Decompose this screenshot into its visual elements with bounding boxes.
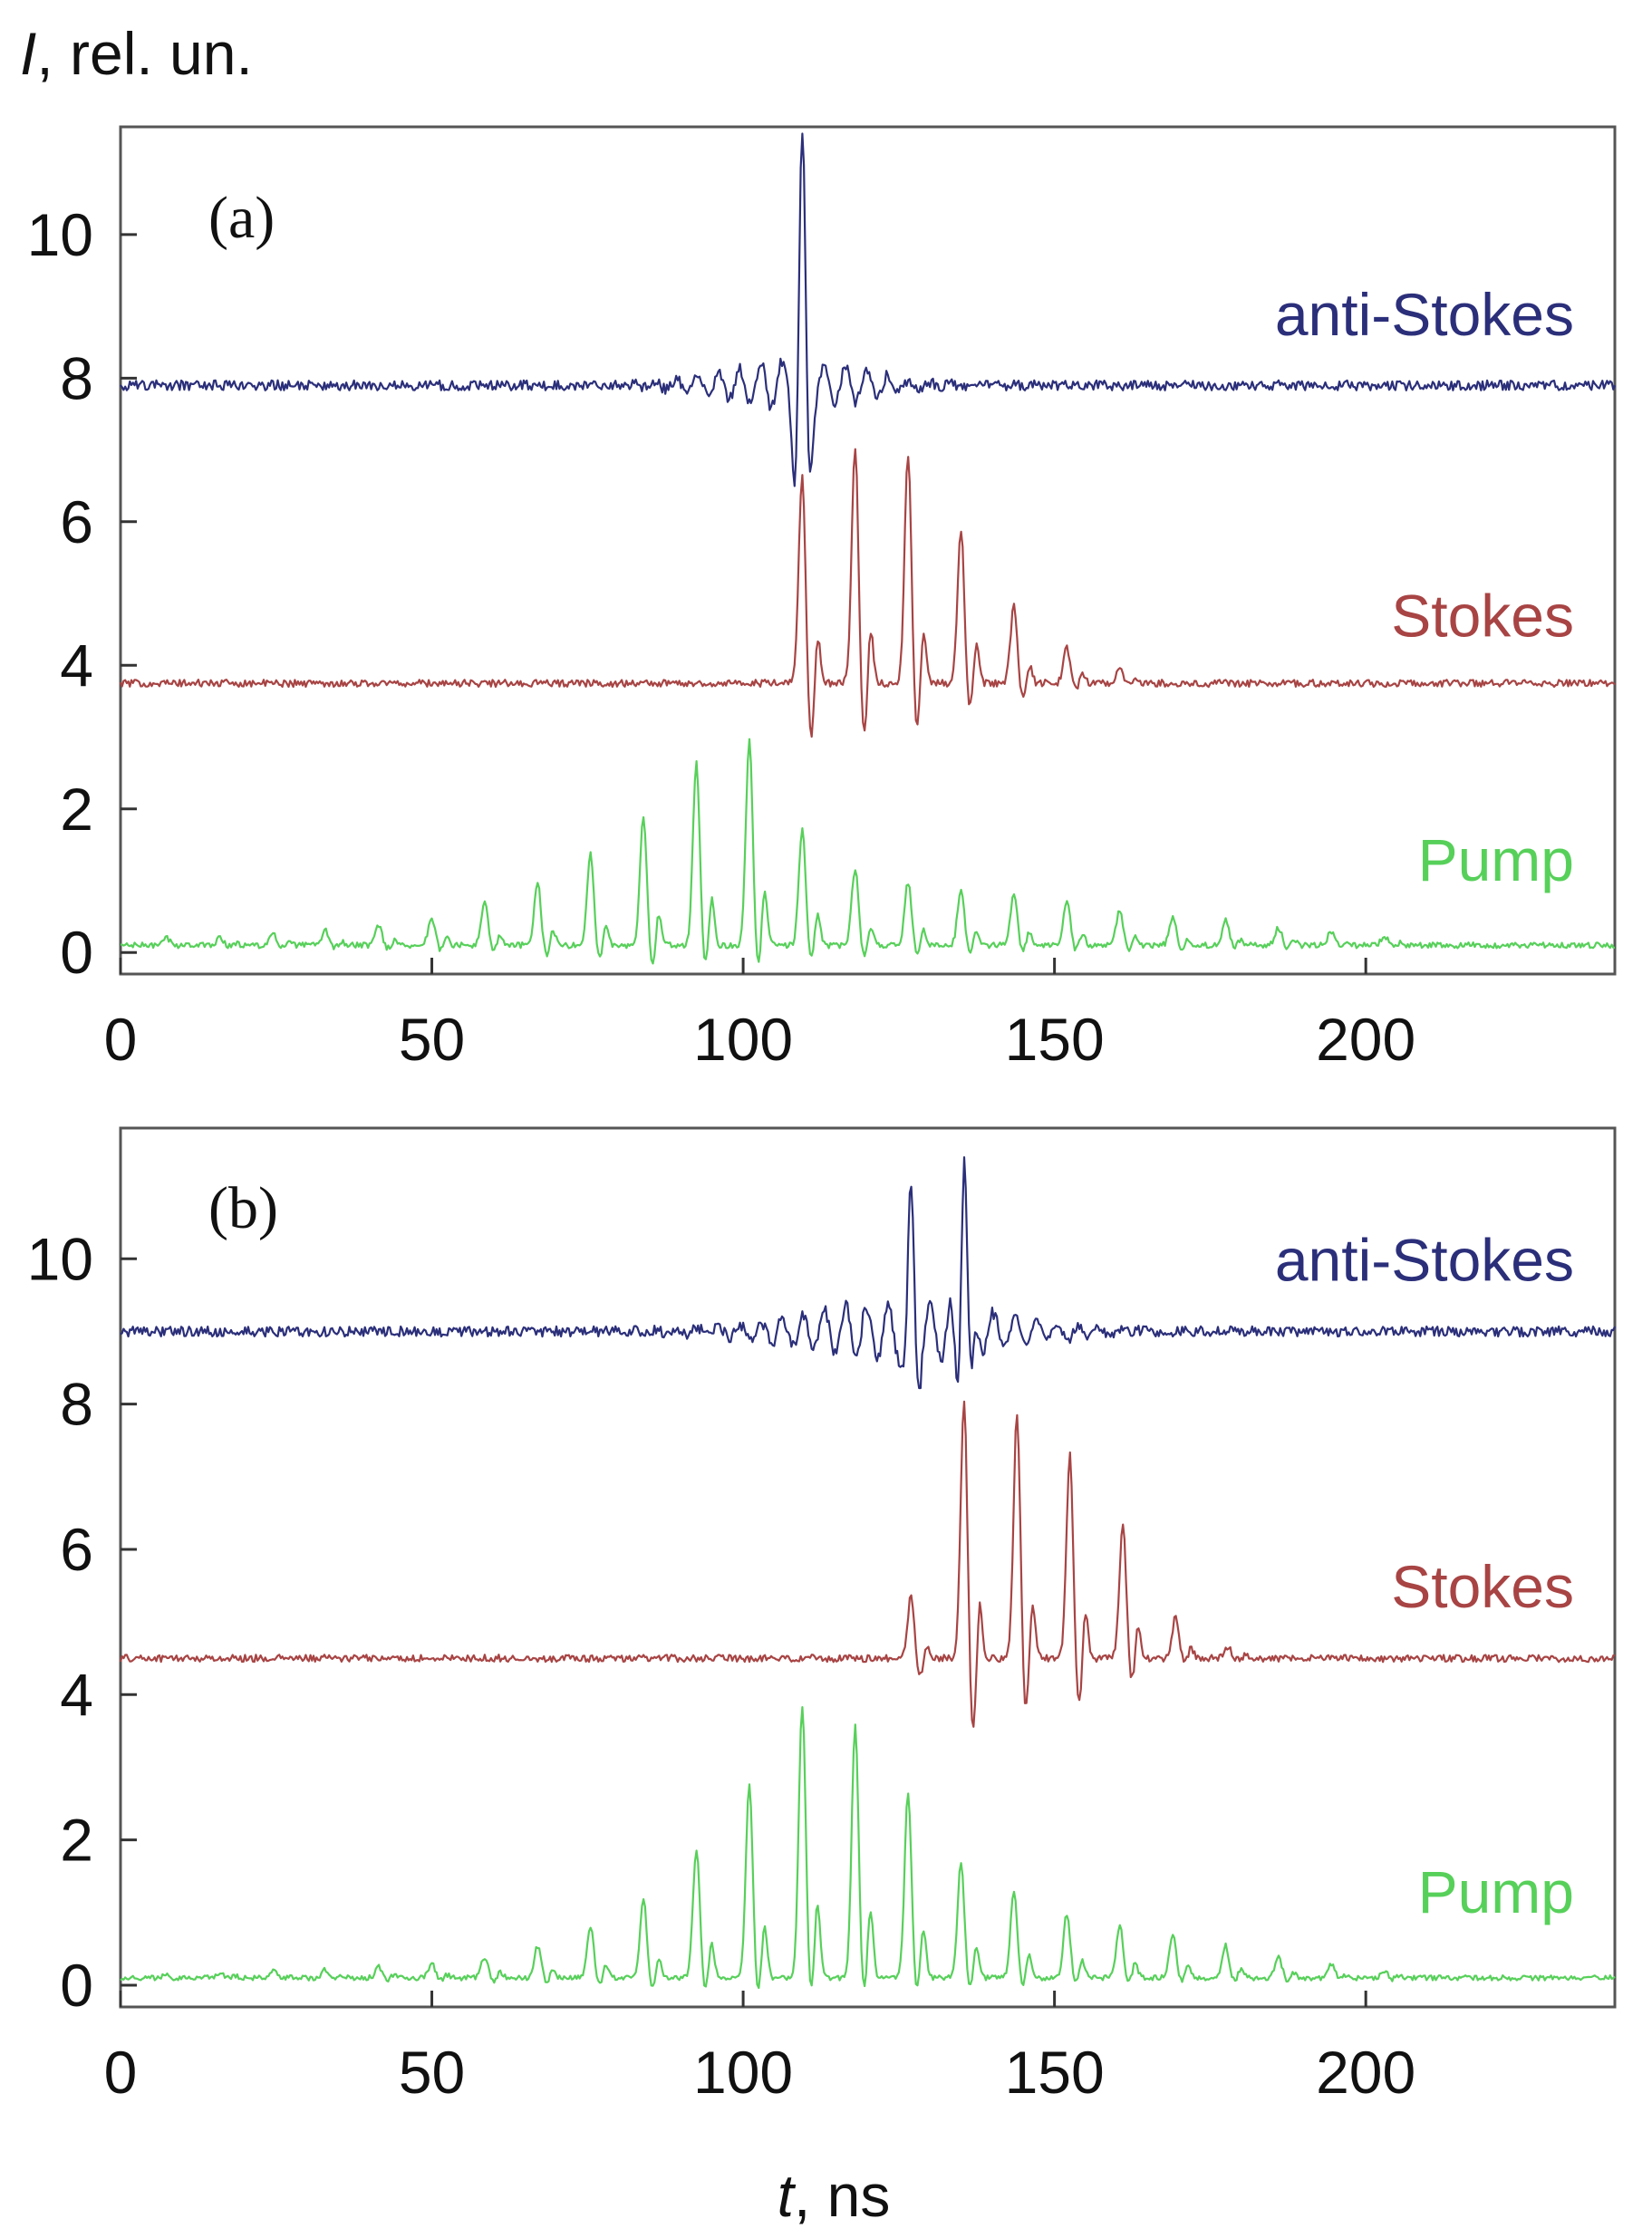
y-tick-label: 2 [60,1807,93,1874]
series-label-pump: Pump [1418,826,1574,893]
series-label-stokes: Stokes [1391,1553,1574,1620]
x-tick-label: 100 [693,2039,793,2106]
y-tick-label: 8 [60,344,93,411]
x-tick-label: 150 [1005,1006,1105,1073]
panel-label: (b) [208,1175,278,1241]
y-tick-label: 0 [60,919,93,986]
series-line-anti-stokes [120,1156,1617,1390]
y-tick-label: 8 [60,1371,93,1438]
x-tick-label: 0 [104,2039,138,2106]
series-label-stokes: Stokes [1391,583,1574,650]
series-line-stokes [119,1400,1616,1728]
y-tick-label: 4 [60,632,93,699]
panel-a: 0 50 100 150 200 0 2 4 6 8 10 (a) anti-Stokes Stokes P… [27,125,1617,1073]
x-tick-label: 200 [1316,2039,1415,2106]
series-line-pump [120,738,1616,965]
y-axis-title-symbol: I [20,20,36,87]
y-tick-label: 6 [60,1516,93,1583]
x-tick-label: 0 [104,1006,138,1073]
x-tick-label: 100 [693,1006,793,1073]
y-tick-label: 0 [60,1952,93,2019]
y-tick-label: 10 [27,1225,93,1292]
series-label-anti-stokes: anti-Stokes [1275,281,1574,348]
x-tick-label: 50 [399,2039,465,2106]
panel-label: (a) [208,185,275,251]
y-axis-title: I, rel. un. [20,20,253,87]
y-tick-label: 2 [60,776,93,843]
plot-frame [119,1126,1617,2009]
y-axis-title-unit: , rel. un. [36,20,252,87]
series-line-pump [120,1705,1616,1990]
y-tick-label: 6 [60,488,93,555]
x-tick-label: 200 [1316,1006,1415,1073]
x-axis-title-unit: , ns [794,2162,890,2229]
series-line-stokes [119,448,1616,738]
x-axis-title-symbol: t [778,2162,797,2229]
y-tick-label: 4 [60,1661,93,1728]
y-tick-label: 10 [27,201,93,268]
series-line-anti-stokes [120,132,1617,487]
plot-frame [119,125,1617,976]
series-label-anti-stokes: anti-Stokes [1275,1226,1574,1293]
panel-b: 0 50 100 150 200 0 2 4 6 8 10 (b) anti-Stokes Stokes P… [27,1126,1617,2106]
x-tick-label: 150 [1005,2039,1105,2106]
series-label-pump: Pump [1418,1858,1574,1925]
x-axis-title: t, ns [778,2162,891,2229]
x-tick-label: 50 [399,1006,465,1073]
